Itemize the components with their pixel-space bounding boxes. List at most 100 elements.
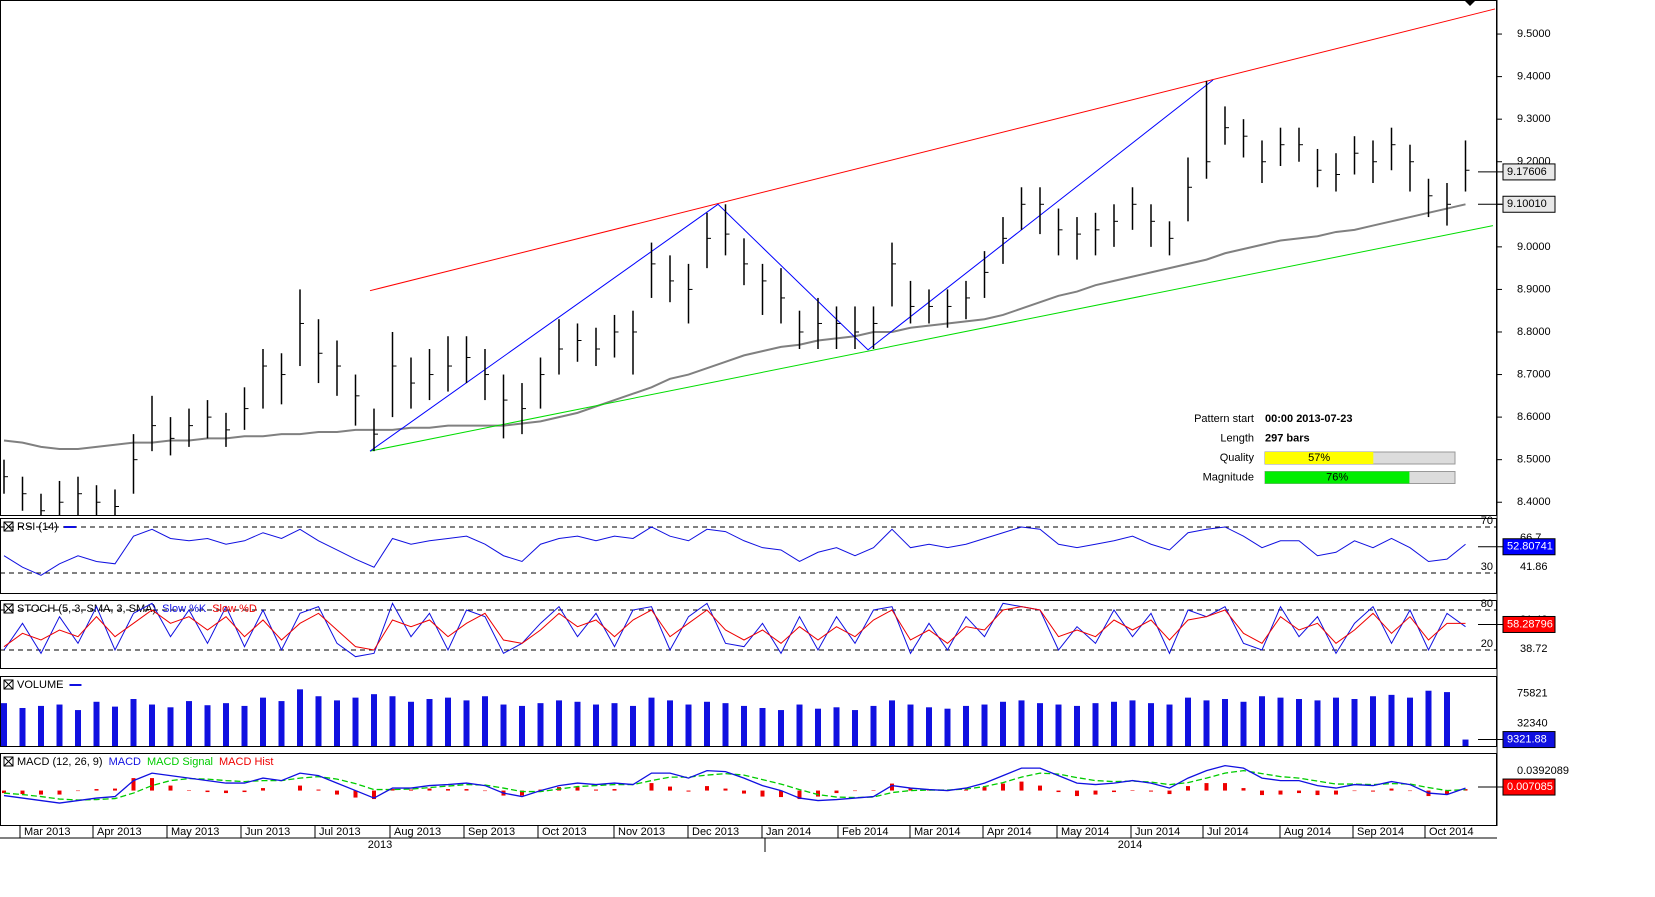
info-value: 00:00 2013-07-23 [1265,413,1352,425]
sma-line [3,203,1466,451]
legend-checkbox-x [3,521,14,532]
volume-bar [408,701,414,746]
month-label: Aug 2013 [394,826,441,838]
volume-bar [519,705,525,746]
month-label: May 2014 [1061,826,1109,838]
volume-bar [648,697,655,746]
volume-bar [130,699,137,746]
volume-bar [241,705,248,746]
volume-bar [260,697,266,746]
last-value-box [1502,731,1556,749]
macd-hist-bar [1149,790,1153,792]
volume-bar [482,696,488,746]
volume-bar [297,689,303,746]
macd-hist-bar [908,788,913,791]
volume-bar [1462,739,1469,746]
macd-hist-bar [261,788,265,791]
volume-bar [685,704,692,746]
indicator-line [3,602,1466,658]
macd-hist-bar [298,785,302,791]
volume-bar [1425,690,1432,746]
macd-hist-bar [816,790,820,797]
macd-hist-bar [2,790,6,794]
volume-bar [870,705,877,746]
macd-hist-bar [575,787,580,791]
volume-bar [1148,703,1154,746]
info-value: 297 bars [1265,432,1310,444]
volume-bar [1203,700,1210,746]
macd-hist-bar [668,786,672,791]
month-label: Jul 2013 [319,826,361,838]
last-value-box [1502,163,1556,181]
macd-hist-bar [464,789,469,791]
month-label: Feb 2014 [842,826,888,838]
volume-bar [796,704,803,746]
volume-bar [75,710,81,746]
legend-title: MACD (12, 26, 9) [17,756,103,768]
legend-checkbox-x [3,756,14,767]
last-value-label: 9321.88 [1507,733,1547,745]
support-line [369,225,1494,452]
month-label: May 2013 [171,826,219,838]
volume-bar [1092,703,1099,746]
volume-bar [1111,701,1117,746]
volume-bar [889,700,895,746]
volume-bar [1407,697,1413,746]
month-label: Sep 2013 [468,826,515,838]
macd-hist-bar [520,790,524,796]
month-label: Jun 2013 [245,826,290,838]
volume-bar [722,703,729,746]
macd-hist-bar [1241,788,1246,791]
macd-hist-bar [427,788,432,791]
volume-bar [667,700,673,746]
range-label: 38.72 [1520,643,1548,655]
info-label: Magnitude [1203,471,1254,483]
month-label: Mar 2013 [24,826,70,838]
y-tick-label: 8.6000 [1517,411,1551,423]
level-label: 30 [1481,561,1493,573]
volume-bar [630,705,636,746]
volume-bar [611,703,618,746]
macd-hist-bar [1056,790,1061,793]
legend-title: STOCH (5, 3, SMA, 3, SMA) [17,603,156,615]
macd-hist-bar [649,783,654,791]
volume-bar [38,705,44,746]
macd-hist-bar [742,790,746,794]
volume-bar [759,707,766,746]
macd-hist-bar [316,789,321,791]
macd-hist-bar [1093,790,1098,795]
y-tick-label: 9.5000 [1517,28,1551,40]
volume-bar [944,708,951,746]
range-label: 41.86 [1520,561,1548,573]
info-bar-label: 57% [1308,452,1330,464]
legend-entry: MACD Signal [147,756,213,768]
macd-hist-bar [982,787,987,791]
volume-bar [778,710,784,746]
month-label: Jul 2014 [1207,826,1249,838]
last-value-label: 0.007085 [1507,781,1553,793]
volume-bar [926,707,932,746]
volume-bar [1055,704,1062,746]
last-value-label: 52.80741 [1507,541,1553,553]
volume-bar [334,700,340,746]
volume-bar [445,697,451,746]
month-label: Apr 2014 [987,826,1032,838]
volume-bar [1296,699,1302,746]
volume-bar [1388,694,1395,746]
month-label: Dec 2013 [692,826,739,838]
volume-bar [1185,697,1191,746]
legend-entry: Slow %K [162,603,207,615]
macd-hist-bar [686,790,691,792]
macd-hist-bar [1297,790,1301,794]
macd-hist-bar [39,790,43,795]
last-value-box [1502,538,1556,556]
last-value-box [1502,195,1556,213]
month-label: Mar 2014 [914,826,960,838]
macd-hist-bar [131,778,136,791]
macd-hist-bar [1315,790,1320,796]
y-tick-label: 9.0000 [1517,241,1551,253]
last-value-label: 58.28796 [1507,618,1553,630]
volume-bar [741,705,747,746]
macd-hist-bar [964,789,968,791]
